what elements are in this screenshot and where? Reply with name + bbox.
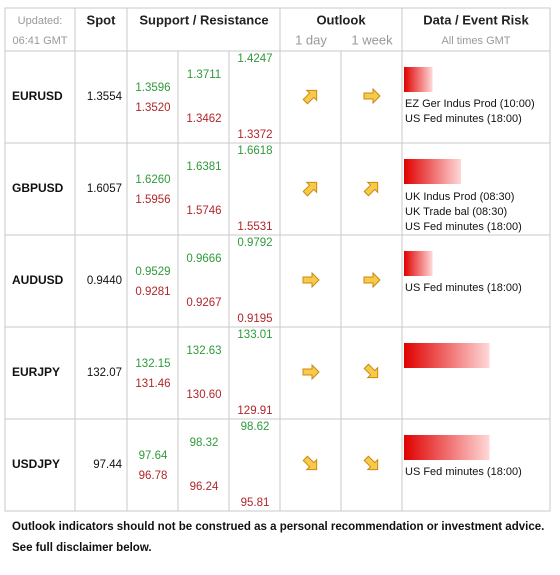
resistance-level: 98.62 [241, 421, 270, 433]
support-level: 130.60 [186, 389, 221, 401]
outlook-day: 1 day [295, 32, 327, 47]
outlook-arrow [302, 363, 320, 381]
event: EZ Ger Indus Prod (10:00) [405, 98, 535, 110]
updated-time: 06:41 GMT [12, 35, 67, 47]
outlook-arrow [363, 363, 379, 379]
support-level: 1.5746 [186, 205, 221, 217]
event: US Fed minutes (18:00) [405, 282, 522, 294]
pair-label: EURJPY [12, 365, 60, 379]
outlook-arrow [363, 455, 379, 471]
outlook-arrow [302, 181, 318, 197]
outlook-week: 1 week [351, 32, 393, 47]
spot-header: Spot [87, 12, 117, 27]
event: UK Trade bal (08:30) [405, 206, 507, 218]
support-level: 1.3520 [135, 102, 170, 114]
spot-price: 97.44 [93, 459, 122, 471]
resistance-level: 132.15 [135, 358, 170, 370]
spot-price: 1.6057 [87, 183, 122, 195]
support-level: 96.78 [139, 470, 168, 482]
support-level: 131.46 [135, 378, 170, 390]
event-risk-bar [404, 251, 433, 276]
event: US Fed minutes (18:00) [405, 221, 522, 233]
event-risk-bar [404, 159, 461, 184]
event-risk-bar [404, 435, 490, 460]
support-level: 95.81 [241, 497, 270, 509]
outlook-header: Outlook [316, 12, 366, 27]
resistance-level: 132.63 [186, 345, 221, 357]
support-level: 1.3462 [186, 113, 221, 125]
resistance-level: 97.64 [139, 450, 168, 462]
outlook-arrow [363, 271, 381, 289]
outlook-arrow [302, 455, 318, 471]
times-note: All times GMT [441, 35, 510, 47]
pair-label: USDJPY [12, 457, 60, 471]
resistance-level: 1.3596 [135, 82, 170, 94]
pair-label: EURUSD [12, 89, 63, 103]
outlook-arrow [363, 181, 379, 197]
event: US Fed minutes (18:00) [405, 113, 522, 125]
resistance-level: 1.3711 [187, 69, 221, 81]
data-risk-header: Data / Event Risk [423, 12, 529, 27]
support-level: 0.9267 [186, 297, 221, 309]
event: US Fed minutes (18:00) [405, 466, 522, 478]
support-level: 1.3372 [237, 129, 272, 141]
resistance-level: 133.01 [237, 329, 272, 341]
resistance-level: 1.6381 [186, 161, 221, 173]
disclaimer: Outlook indicators should not be constru… [12, 521, 544, 533]
spot-price: 1.3554 [87, 91, 123, 103]
support-level: 1.5956 [135, 194, 170, 206]
resistance-level: 1.6260 [135, 174, 170, 186]
resistance-level: 98.32 [190, 437, 219, 449]
event-risk-bar [404, 67, 433, 92]
support-level: 0.9195 [237, 313, 272, 325]
pair-label: GBPUSD [12, 181, 64, 195]
support-level: 129.91 [237, 405, 272, 417]
resistance-level: 0.9666 [186, 253, 221, 265]
outlook-arrow [302, 271, 320, 289]
outlook-arrow [363, 87, 381, 105]
pair-label: AUDUSD [12, 273, 64, 287]
resistance-level: 1.4247 [237, 53, 272, 65]
resistance-level: 0.9792 [237, 237, 272, 249]
spot-price: 132.07 [87, 367, 122, 379]
spot-price: 0.9440 [87, 275, 122, 287]
outlook-arrow [302, 89, 318, 105]
event: UK Indus Prod (08:30) [405, 191, 514, 203]
sr-header: Support / Resistance [139, 12, 268, 27]
resistance-level: 1.6618 [237, 145, 272, 157]
support-level: 1.5531 [237, 221, 272, 233]
disclaimer-link: See full disclaimer below. [12, 542, 152, 554]
event-risk-bar [404, 343, 490, 368]
support-level: 0.9281 [135, 286, 170, 298]
support-level: 96.24 [190, 481, 219, 493]
resistance-level: 0.9529 [135, 266, 170, 278]
updated-label: Updated: [18, 15, 63, 27]
